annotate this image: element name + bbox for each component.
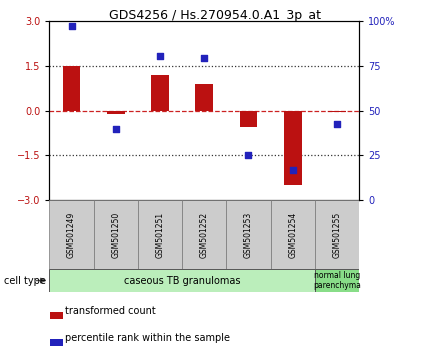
- Point: [334, 121, 341, 127]
- Bar: [328, 110, 346, 112]
- FancyBboxPatch shape: [315, 200, 359, 269]
- FancyBboxPatch shape: [182, 200, 226, 269]
- Text: transformed count: transformed count: [65, 306, 156, 316]
- Point: [157, 53, 163, 58]
- FancyBboxPatch shape: [138, 200, 182, 269]
- Bar: [63, 66, 80, 110]
- Text: GSM501250: GSM501250: [111, 211, 120, 258]
- Bar: [195, 84, 213, 110]
- Text: caseous TB granulomas: caseous TB granulomas: [124, 275, 240, 286]
- Text: percentile rank within the sample: percentile rank within the sample: [65, 333, 230, 343]
- Point: [289, 167, 296, 173]
- Text: normal lung
parenchyma: normal lung parenchyma: [313, 271, 361, 290]
- Point: [112, 126, 119, 131]
- Text: GDS4256 / Hs.270954.0.A1_3p_at: GDS4256 / Hs.270954.0.A1_3p_at: [109, 9, 321, 22]
- Text: GSM501255: GSM501255: [332, 211, 341, 258]
- FancyBboxPatch shape: [94, 200, 138, 269]
- FancyBboxPatch shape: [49, 200, 94, 269]
- Text: GSM501253: GSM501253: [244, 211, 253, 258]
- Bar: [151, 75, 169, 110]
- FancyBboxPatch shape: [226, 200, 270, 269]
- Text: GSM501251: GSM501251: [156, 211, 165, 258]
- Point: [245, 153, 252, 158]
- FancyBboxPatch shape: [315, 269, 359, 292]
- Text: cell type: cell type: [4, 275, 46, 286]
- Point: [68, 23, 75, 29]
- FancyBboxPatch shape: [270, 200, 315, 269]
- Bar: [107, 110, 125, 114]
- Bar: [240, 110, 257, 127]
- Bar: [49, 312, 63, 319]
- Text: GSM501249: GSM501249: [67, 211, 76, 258]
- Text: GSM501254: GSM501254: [288, 211, 297, 258]
- FancyBboxPatch shape: [49, 269, 315, 292]
- Point: [201, 56, 208, 61]
- Bar: [284, 110, 301, 185]
- Bar: [49, 339, 63, 346]
- Text: GSM501252: GSM501252: [200, 211, 209, 258]
